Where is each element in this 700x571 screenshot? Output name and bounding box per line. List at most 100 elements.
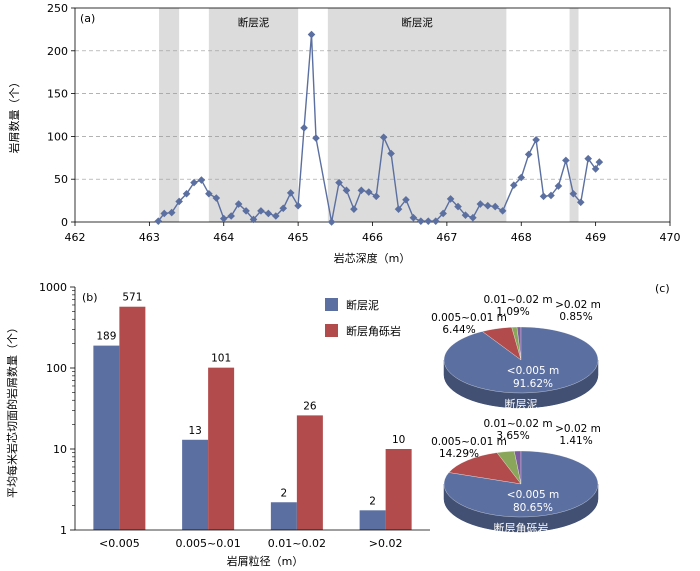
y-axis-label-b: 平均每米岩芯切面的岩屑数量（个） (5, 322, 19, 498)
x-axis-label-a: 岩芯深度（m） (334, 251, 411, 265)
data-point (350, 205, 358, 213)
data-point (454, 202, 462, 211)
data-point (357, 186, 366, 195)
y-tick-label: 200 (47, 45, 68, 58)
x-tick-label: 468 (511, 231, 532, 244)
panel-label-b: (b) (82, 291, 98, 304)
data-point (569, 189, 578, 198)
data-point (576, 198, 585, 207)
data-point (257, 207, 265, 215)
data-point (424, 217, 433, 225)
bar (208, 367, 235, 530)
slice-name-label: >0.02 m (555, 299, 601, 311)
data-point (431, 217, 440, 225)
axes-b (74, 287, 430, 531)
data-point (554, 182, 563, 190)
data-point (491, 202, 500, 211)
bar-value-label: 26 (303, 400, 317, 412)
data-point (517, 173, 526, 182)
data-point (272, 212, 280, 220)
data-point (182, 189, 191, 198)
slice-percent-label: 1.09% (496, 306, 529, 318)
x-tick-label: 462 (65, 231, 86, 244)
legend-swatch-fault-breccia (325, 324, 338, 337)
bar-value-label: 13 (188, 425, 201, 437)
data-point (446, 195, 455, 203)
data-point (219, 214, 228, 223)
slice-percent-label: 6.44% (442, 324, 475, 336)
data-point (249, 215, 258, 224)
data-point (562, 156, 570, 165)
bar-value-label: 189 (96, 331, 116, 343)
x-tick-label: 467 (436, 231, 457, 244)
panel-label-c: (c) (655, 282, 670, 295)
line-chart-panel-a: 断层泥 断层泥 462 463 464 465 466 467 468 469 470 0 50 10… (7, 2, 681, 265)
data-point (197, 176, 206, 184)
data-point (212, 194, 221, 202)
data-point (242, 207, 250, 215)
slice-name-label: >0.02 m (555, 423, 601, 435)
legend-swatch-fault-gouge (325, 298, 338, 311)
data-point (160, 209, 169, 218)
data-point (595, 158, 604, 166)
data-point (469, 213, 477, 222)
y-tick-label: 1 (60, 524, 67, 537)
y-axis-label-a: 岩屑数量（个） (7, 77, 21, 154)
data-point (372, 192, 381, 201)
data-point (394, 205, 403, 213)
data-point (312, 134, 320, 142)
x-tick-label: 464 (213, 231, 234, 244)
data-point (584, 154, 592, 163)
slice-name-label: 0.005~0.01 m (431, 312, 507, 324)
y-tick-label: 250 (47, 2, 68, 15)
data-point (205, 189, 213, 198)
pie-title: 断层泥 (505, 397, 538, 411)
x-tick-label: 466 (362, 231, 383, 244)
x-tick-label: >0.02 (369, 537, 403, 550)
data-point (591, 165, 600, 173)
bar-value-label: 2 (281, 487, 288, 499)
legend-b: 断层泥 断层角砾岩 (325, 298, 401, 338)
data-point (476, 200, 485, 208)
bar (359, 510, 386, 530)
slice-percent-label: 1.41% (559, 435, 592, 447)
pie-slice (443, 326, 599, 394)
data-point (234, 200, 243, 208)
data-point (175, 197, 183, 206)
data-point (387, 149, 395, 158)
data-point (227, 212, 235, 220)
x-tick-label: <0.005 (99, 537, 140, 550)
data-point (335, 178, 343, 187)
data-point (510, 181, 518, 189)
data-point (539, 192, 548, 201)
data-point (524, 150, 533, 159)
data-point (498, 207, 507, 215)
bar (385, 449, 412, 530)
data-point (279, 204, 288, 213)
x-axis-label-b: 岩屑粒径（m） (227, 554, 304, 568)
x-tick-label: 469 (585, 231, 606, 244)
bar (182, 439, 209, 530)
x-tick-label: 0.005~0.01 (176, 537, 241, 550)
pie-charts-panel-c: (c) 断层泥<0.005 m91.62%0.005~0.01 m6.44%0.… (431, 282, 670, 535)
bar (93, 345, 120, 530)
shaded-band (208, 8, 299, 222)
x-tick-label: 470 (660, 231, 681, 244)
data-point (342, 186, 351, 195)
shaded-band (159, 8, 180, 222)
slice-percent-label: 3.65% (496, 430, 529, 442)
data-point (154, 217, 163, 225)
x-tick-label: 465 (288, 231, 309, 244)
band-label: 断层泥 (401, 16, 433, 29)
slice-name-label: 0.005~0.01 m (431, 436, 507, 448)
y-tick-label: 100 (46, 362, 67, 375)
pie-fault-gouge: 断层泥 <0.005 m91.62% 0.005~0.01 m6.44% 0.01~0… (431, 294, 601, 411)
data-point (532, 136, 540, 144)
bar-value-label: 10 (392, 434, 405, 446)
data-point (264, 209, 273, 218)
shaded-band (569, 8, 579, 222)
slice-percent-label: 91.62% (513, 378, 553, 390)
pie-fault-breccia: 断层角砾岩 <0.005 m80.65% 0.005~0.01 m14.29% 0.0… (431, 418, 601, 535)
data-point (286, 189, 295, 197)
